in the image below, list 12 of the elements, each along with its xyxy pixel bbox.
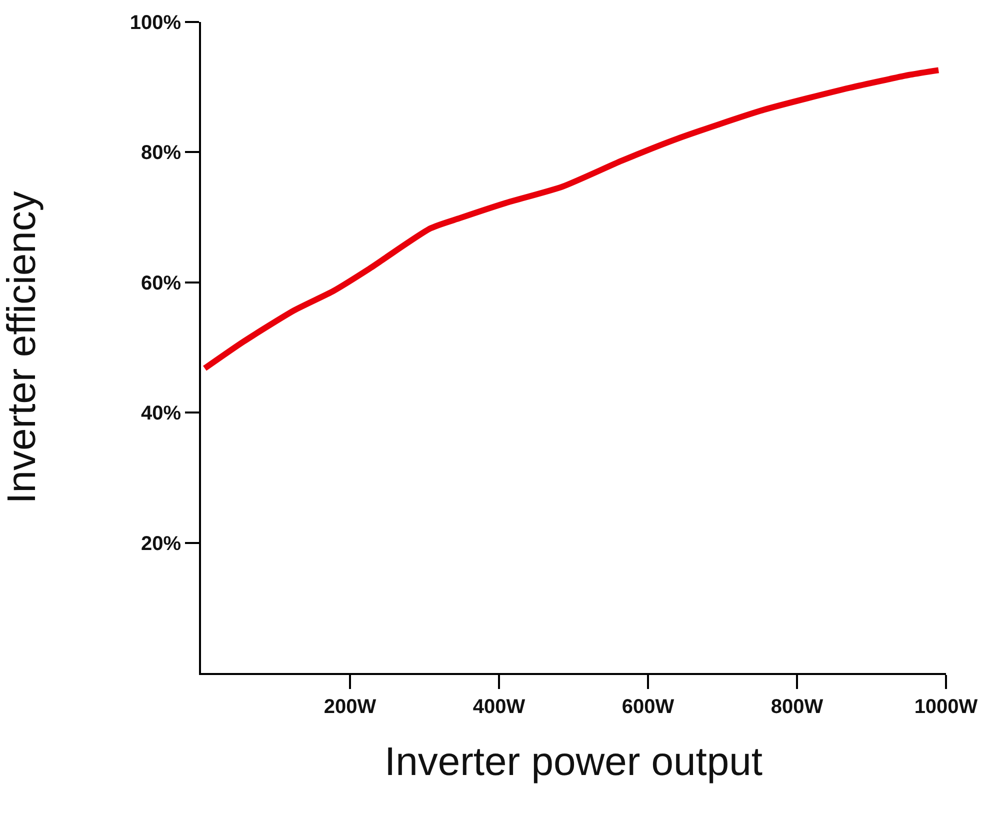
y-axis-title: Inverter efficiency — [0, 191, 44, 504]
y-tick-label: 60% — [140, 272, 182, 294]
x-tick-label: 400W — [472, 696, 526, 718]
x-tick-label: 1000W — [914, 696, 978, 718]
x-tick-label: 200W — [324, 696, 376, 718]
x-axis-title: Inverter power output — [384, 740, 762, 784]
y-tick-label: 100% — [130, 12, 182, 34]
y-tick-label: 20% — [140, 532, 182, 555]
y-tick-label: 80% — [140, 142, 182, 164]
y-tick-label: 40% — [140, 402, 182, 425]
x-tick-label: 600W — [622, 696, 674, 718]
x-tick-label: 800W — [770, 696, 824, 718]
